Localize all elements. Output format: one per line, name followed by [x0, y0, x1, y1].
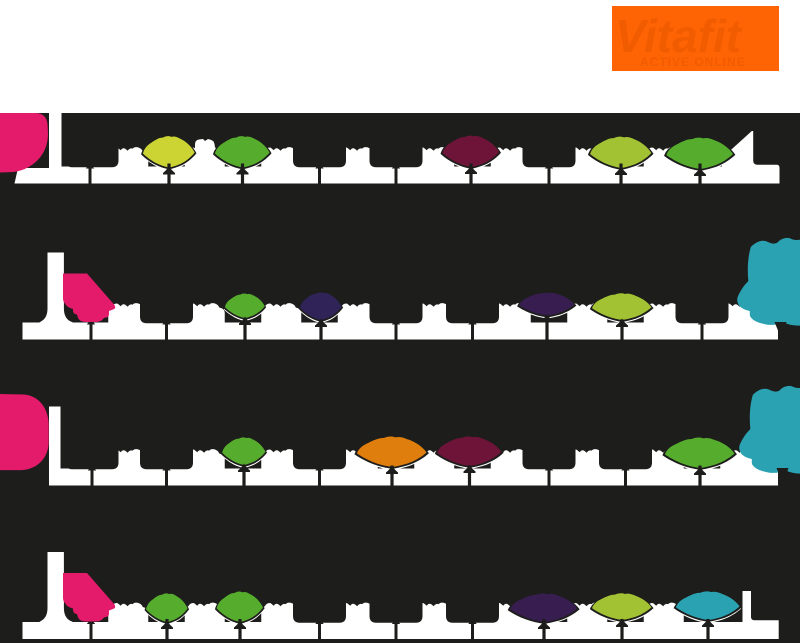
svg-text:Vitafit: Vitafit — [615, 10, 743, 62]
svg-text:ACTIVE ONLINE: ACTIVE ONLINE — [640, 55, 746, 69]
